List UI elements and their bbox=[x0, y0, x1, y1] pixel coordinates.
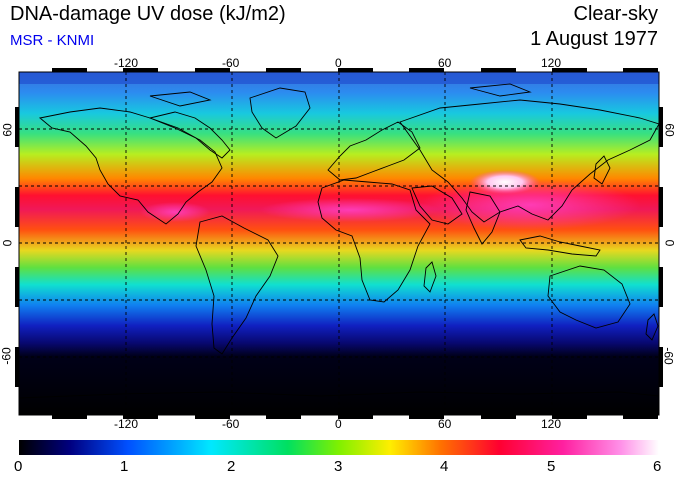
lat-label-left-60: 60 bbox=[0, 123, 15, 137]
lon-label-top-minus60: -60 bbox=[222, 56, 240, 70]
colorbar bbox=[19, 440, 659, 455]
lon-label-bottom-120: 120 bbox=[541, 417, 562, 431]
sky-condition: Clear-sky bbox=[573, 3, 658, 25]
lon-label-top-120: 120 bbox=[541, 56, 562, 70]
data-source: MSR - KNMI bbox=[10, 32, 95, 49]
lon-label-top-0: 0 bbox=[335, 56, 342, 70]
colorbar-tick-3: 3 bbox=[334, 458, 343, 475]
lat-label-right-0: 0 bbox=[662, 239, 677, 247]
colorbar-tick-0: 0 bbox=[14, 458, 23, 475]
colorbar-tick-5: 5 bbox=[547, 458, 556, 475]
graticule bbox=[19, 72, 659, 415]
colorbar-tick-1: 1 bbox=[120, 458, 129, 475]
lat-label-left-minus60: -60 bbox=[0, 347, 14, 365]
map-title: DNA-damage UV dose (kJ/m2) bbox=[10, 3, 286, 25]
uv-field bbox=[19, 72, 659, 415]
colorbar-tick-6: 6 bbox=[653, 458, 662, 475]
lon-label-bottom-0: 0 bbox=[335, 417, 342, 431]
lon-label-top-60: 60 bbox=[438, 56, 452, 70]
lon-label-bottom-60: 60 bbox=[438, 417, 452, 431]
lat-label-right-60: 60 bbox=[662, 123, 677, 137]
coastlines bbox=[19, 83, 659, 399]
colorbar-tick-2: 2 bbox=[227, 458, 236, 475]
lon-label-top-minus120: -120 bbox=[114, 56, 139, 70]
map-date: 1 August 1977 bbox=[530, 28, 658, 50]
lon-label-bottom-minus120: -120 bbox=[114, 417, 139, 431]
lat-label-left-0: 0 bbox=[0, 239, 15, 247]
colorbar-tick-4: 4 bbox=[440, 458, 449, 475]
lat-label-right-minus60: -60 bbox=[661, 347, 676, 365]
lon-label-bottom-minus60: -60 bbox=[222, 417, 240, 431]
